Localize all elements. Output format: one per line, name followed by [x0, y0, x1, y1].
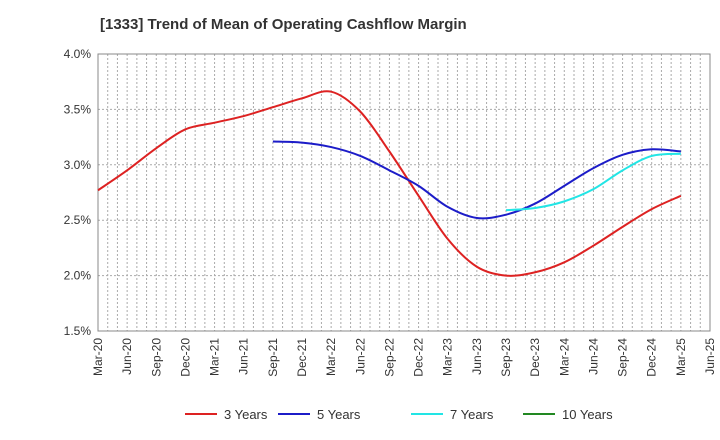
y-axis: 1.5% 2.0% 2.5% 3.0% 3.5% 4.0% [64, 47, 92, 338]
series-line-5-years [272, 140, 681, 220]
y-tick-label: 2.5% [64, 213, 92, 227]
x-tick-label: Dec-21 [295, 338, 309, 377]
x-tick-label: Sep-22 [382, 338, 396, 377]
x-tick-label: Mar-20 [91, 338, 105, 376]
x-tick-label: Mar-25 [674, 338, 688, 376]
x-tick-label: Jun-21 [237, 338, 251, 375]
x-tick-label: Jun-24 [586, 338, 600, 375]
x-tick-label: Jun-22 [353, 338, 367, 375]
x-tick-label: Dec-24 [645, 338, 659, 377]
y-tick-label: 3.0% [64, 158, 92, 172]
x-tick-label: Mar-21 [208, 338, 222, 376]
y-tick-label: 2.0% [64, 269, 92, 283]
y-tick-label: 4.0% [64, 47, 92, 61]
x-tick-label: Jun-20 [120, 338, 134, 375]
x-axis: Mar-20 Jun-20 Sep-20 Dec-20 Mar-21 Jun-21 Sep-… [91, 338, 717, 377]
x-tick-label: Jun-23 [470, 338, 484, 375]
legend-label-10-years: 10 Years [562, 407, 613, 422]
x-tick-label: Sep-23 [499, 338, 513, 377]
x-tick-label: Dec-23 [528, 338, 542, 377]
x-tick-label: Mar-22 [324, 338, 338, 376]
x-tick-label: Mar-24 [557, 338, 571, 376]
x-tick-label: Mar-23 [441, 338, 455, 376]
series-line-7-years [505, 152, 681, 212]
legend: 3 Years 5 Years 7 Years 10 Years [185, 407, 613, 422]
x-tick-label: Dec-20 [178, 338, 192, 377]
legend-label-5-years: 5 Years [317, 407, 361, 422]
series-line-3-years [97, 90, 682, 277]
series-lines [97, 90, 682, 277]
y-tick-label: 1.5% [64, 324, 92, 338]
grid [98, 54, 710, 331]
x-tick-label: Sep-20 [149, 338, 163, 377]
legend-label-7-years: 7 Years [450, 407, 494, 422]
plot-area [97, 53, 711, 332]
chart-title: [1333] Trend of Mean of Operating Cashfl… [100, 16, 467, 33]
y-tick-label: 3.5% [64, 102, 92, 116]
x-tick-label: Sep-21 [266, 338, 280, 377]
x-tick-label: Sep-24 [616, 338, 630, 377]
x-tick-label: Dec-22 [412, 338, 426, 377]
x-tick-label: Jun-25 [703, 338, 717, 375]
legend-label-3-years: 3 Years [224, 407, 268, 422]
